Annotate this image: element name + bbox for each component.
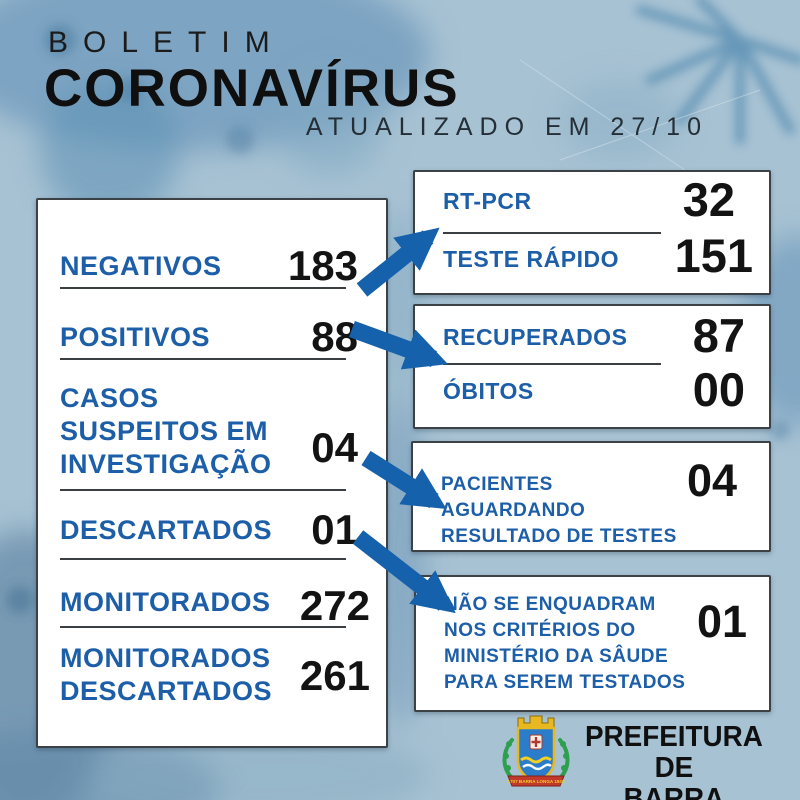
stat-value-descartados: 01: [311, 506, 358, 553]
stat-label-recuperados: RECUPERADOS: [443, 324, 628, 350]
org-name-line2: BARRA LONGA: [623, 783, 725, 800]
stat-value-casos-suspeitos: 04: [311, 424, 358, 471]
bulletin-kicker: BOLETIM: [48, 26, 285, 59]
crest-ribbon-text: 1707 BARRA LONGA 1938: [507, 779, 565, 784]
city-crest: 1707 BARRA LONGA 1938: [502, 715, 570, 787]
stat-value-positivos: 88: [311, 313, 358, 360]
stat-label-teste-rapido: TESTE RÁPIDO: [443, 246, 619, 272]
stat-value-monitorados: 272: [299, 582, 370, 629]
stat-label-casos-suspeitos: CASOS SUSPEITOS EM INVESTIGAÇÃO: [60, 383, 272, 479]
stat-value-teste-rapido: 151: [674, 229, 753, 282]
org-name-line1: PREFEITURA DE: [584, 721, 763, 784]
stat-label-monitorados-descartados: MONITORADOS DESCARTADOS: [60, 643, 273, 706]
not-qualifying-panel: [414, 575, 771, 712]
stat-label-pacientes-aguardando: PACIENTES AGUARDANDO RESULTADO DE TESTES: [441, 474, 677, 547]
divider: [60, 626, 346, 628]
divider: [60, 287, 346, 289]
divider: [60, 558, 346, 560]
stat-value-monitorados-descartados: 261: [299, 652, 370, 699]
awaiting-results-panel: [411, 441, 771, 552]
stat-label-positivos: POSITIVOS: [60, 322, 211, 352]
stat-value-rt-pcr: 32: [682, 173, 735, 226]
stat-value-pacientes-aguardando: 04: [686, 455, 737, 506]
stat-label-rt-pcr: RT-PCR: [443, 188, 532, 214]
stat-label-monitorados: MONITORADOS: [60, 587, 271, 617]
stat-value-recuperados: 87: [692, 309, 745, 362]
stat-value-nao-enquadram: 01: [696, 596, 747, 647]
stat-label-negativos: NEGATIVOS: [60, 251, 222, 281]
stat-label-descartados: DESCARTADOS: [60, 515, 273, 545]
summary-panel: [36, 198, 388, 748]
divider: [443, 232, 661, 234]
stat-label-nao-enquadram: NÃO SE ENQUADRAM NOS CRITÉRIOS DO MINIST…: [444, 594, 686, 693]
stat-value-obitos: 00: [692, 363, 745, 416]
bulletin-title: CORONAVÍRUS: [44, 59, 460, 118]
stat-label-obitos: ÓBITOS: [443, 378, 534, 404]
updated-date-label: ATUALIZADO EM 27/10: [305, 113, 708, 141]
stat-value-negativos: 183: [287, 242, 358, 289]
org-name: PREFEITURA DE BARRA LONGA: [576, 722, 772, 800]
outcomes-panel: [413, 304, 771, 429]
divider: [60, 358, 346, 360]
divider: [443, 363, 661, 365]
divider: [60, 489, 346, 491]
